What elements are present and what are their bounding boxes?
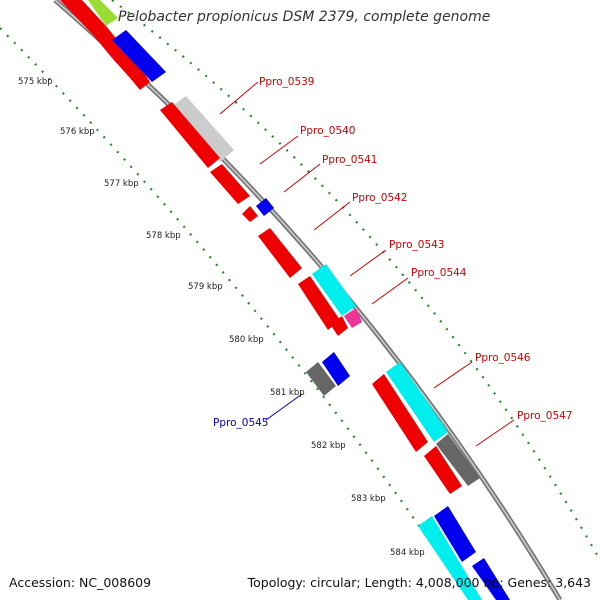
gene-label-ppro-0539[interactable]: Ppro_0539 (259, 76, 314, 88)
gene-label-ppro-0540[interactable]: Ppro_0540 (300, 125, 355, 137)
gene-block (94, 26, 124, 58)
gene-block (472, 558, 510, 600)
tick-label: 577 kbp (104, 179, 139, 189)
tick-labels: 575 kbp 576 kbp 577 kbp 578 kbp 579 kbp … (18, 77, 425, 558)
gene-label-ppro-0543[interactable]: Ppro_0543 (389, 239, 444, 251)
gene-block (436, 434, 480, 486)
gene-block (60, 0, 106, 36)
gene-block (372, 374, 428, 452)
leader-line (433, 361, 473, 389)
gene-label-ppro-0546[interactable]: Ppro_0546 (475, 352, 531, 364)
forward-genes (60, 0, 510, 600)
leader-line (219, 81, 259, 115)
gene-block-lime (88, 0, 118, 26)
accession-text: Accession: NC_008609 (9, 575, 152, 590)
leader-line (259, 135, 299, 165)
leader-lines (219, 81, 515, 447)
tick-label: 578 kbp (146, 231, 181, 241)
gene-block (258, 228, 302, 278)
leader-line (371, 277, 409, 305)
gene-block (112, 48, 142, 78)
gene-block (112, 30, 166, 82)
outer-dotted-track (111, 0, 600, 561)
tick-label: 580 kbp (229, 335, 264, 345)
gene-block (160, 102, 220, 168)
gene-block (130, 70, 150, 90)
gene-label-ppro-0547[interactable]: Ppro_0547 (517, 410, 572, 422)
backbone-outer (53, 0, 563, 600)
gene-block (242, 206, 258, 222)
gene-label-ppro-0545[interactable]: Ppro_0545 (213, 417, 268, 429)
gene-block (306, 362, 336, 396)
gene-label-ppro-0541[interactable]: Ppro_0541 (322, 154, 377, 166)
gene-block (210, 164, 250, 204)
tick-label: 579 kbp (188, 282, 223, 292)
tick-label: 582 kbp (311, 441, 346, 451)
genome-summary-text: Topology: circular; Length: 4,008,000 bp… (247, 575, 591, 590)
gene-block (172, 96, 234, 162)
gene-block (322, 352, 350, 386)
tick-label: 575 kbp (18, 77, 53, 87)
gene-label-ppro-0544[interactable]: Ppro_0544 (411, 267, 467, 279)
gene-labels: Ppro_0539 Ppro_0540 Ppro_0541 Ppro_0542 … (213, 76, 572, 429)
gene-block (256, 198, 274, 216)
gene-block (418, 516, 482, 600)
leader-line (349, 249, 387, 277)
gene-block (330, 316, 348, 336)
reverse-genes (306, 352, 350, 396)
inner-dotted-track (0, 27, 471, 600)
tick-label: 583 kbp (351, 494, 386, 504)
gene-label-ppro-0542[interactable]: Ppro_0542 (352, 192, 407, 204)
tick-label: 584 kbp (390, 548, 425, 558)
leader-line (283, 163, 321, 193)
tick-label: 576 kbp (60, 127, 95, 137)
leader-line (313, 201, 351, 231)
map-title: Pelobacter propionicus DSM 2379, complet… (118, 9, 491, 25)
gene-block (298, 276, 340, 330)
gene-block (424, 446, 462, 494)
backbone-inner (54, 0, 561, 600)
leader-line (265, 393, 303, 421)
leader-line (475, 419, 515, 447)
gene-block (386, 362, 448, 442)
gene-block (434, 506, 476, 562)
gene-block (344, 308, 362, 328)
gene-block (312, 264, 356, 316)
tick-label: 581 kbp (270, 388, 305, 398)
